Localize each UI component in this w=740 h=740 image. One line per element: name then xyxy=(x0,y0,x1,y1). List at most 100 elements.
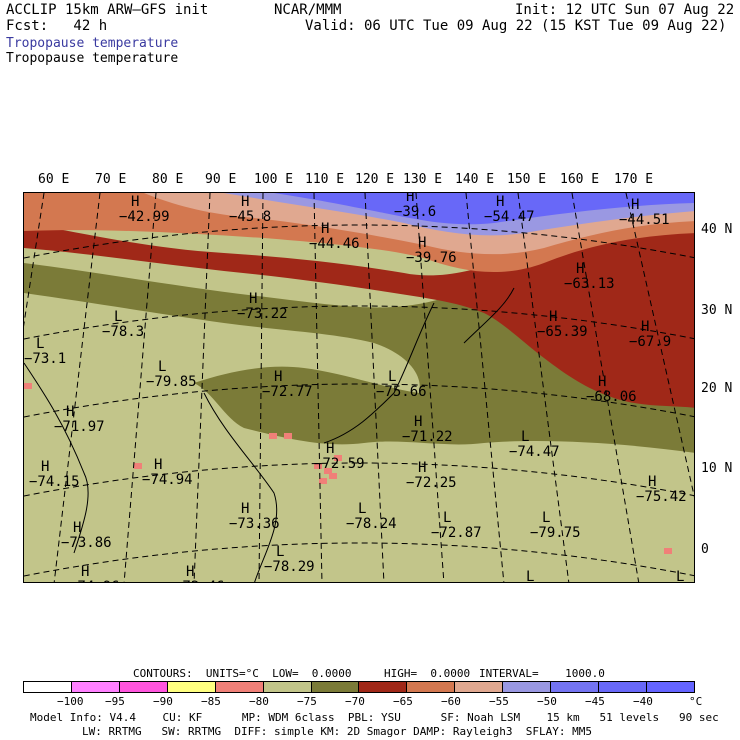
legend-tick-label: −85 xyxy=(201,695,221,708)
low-marker: L−70 xyxy=(676,569,684,582)
meridian-line xyxy=(517,193,570,582)
legend-tick-label: −45 xyxy=(585,695,605,708)
marker-value: −78.29 xyxy=(264,559,315,575)
legend-swatch xyxy=(215,682,264,692)
marker-letter: H xyxy=(576,261,584,277)
marker-letter: L xyxy=(521,429,529,445)
low-marker: L−78.3 xyxy=(102,309,144,340)
longitude-label: 130 E xyxy=(403,172,443,187)
longitude-label: 170 E xyxy=(614,172,654,187)
marker-value: −44.51 xyxy=(619,212,670,228)
marker-letter: H xyxy=(41,459,49,475)
high-marker: H−39.6 xyxy=(394,193,436,220)
marker-letter: L xyxy=(358,501,366,517)
marker-value: −72.59 xyxy=(314,456,365,472)
marker-value: −78.24 xyxy=(346,516,397,532)
marker-value: −54.47 xyxy=(484,209,535,225)
meridian-line xyxy=(53,193,101,582)
marker-value: −75.42 xyxy=(636,489,687,505)
longitude-label: 120 E xyxy=(355,172,395,187)
valid-time: Valid: 06 UTC Tue 09 Aug 22 (15 KST Tue … xyxy=(305,18,727,34)
marker-letter: H xyxy=(73,520,81,536)
high-marker: H−65.39 xyxy=(537,309,588,340)
legend-tick-label: −60 xyxy=(441,695,461,708)
legend-tick-label: −65 xyxy=(393,695,413,708)
marker-value: −72.87 xyxy=(431,525,482,541)
speckle xyxy=(269,433,277,439)
high-marker: H−71.97 xyxy=(54,404,105,435)
longitude-label: 140 E xyxy=(455,172,495,187)
high-marker: H−74.15 xyxy=(29,459,80,490)
meridian-line xyxy=(465,193,505,582)
marker-letter: H xyxy=(414,414,422,430)
map-svg: H−42.99H−45.8H−39.6H−54.47H−44.51H−44.46… xyxy=(24,193,694,583)
meridian-line xyxy=(123,193,157,582)
legend-swatch xyxy=(503,682,552,692)
legend-tick-label: −95 xyxy=(105,695,125,708)
marker-letter: L xyxy=(114,309,122,325)
coastline-indochina xyxy=(203,392,278,582)
legend-swatch xyxy=(455,682,504,692)
speckle xyxy=(24,383,32,389)
longitude-label: 110 E xyxy=(305,172,345,187)
marker-letter: L xyxy=(276,544,284,560)
high-marker: H−73.86 xyxy=(61,520,112,551)
speckle xyxy=(324,468,332,474)
high-marker: H−75.42 xyxy=(636,474,687,505)
marker-letter: H xyxy=(241,501,249,517)
low-marker: L−78.24 xyxy=(346,501,397,532)
marker-letter: L xyxy=(36,336,44,352)
speckle xyxy=(329,473,337,479)
speckle xyxy=(319,478,327,484)
meridian-line xyxy=(364,193,385,582)
marker-letter: L xyxy=(526,569,534,583)
legend-tick-label: −70 xyxy=(345,695,365,708)
marker-letter: H xyxy=(154,457,162,473)
map-panel: H −42.99 H −45.8 H −39.6 H −54.47 H −44.51 H −44.46… xyxy=(23,192,695,583)
marker-letter: H xyxy=(496,194,504,210)
marker-value: −72.25 xyxy=(406,475,457,491)
graticule-meridians xyxy=(24,193,694,582)
marker-letter: H xyxy=(186,564,194,580)
field-area-light xyxy=(24,293,420,393)
legend-swatch xyxy=(551,682,600,692)
high-marker: H−72.25 xyxy=(406,460,457,491)
marker-value: −65.39 xyxy=(537,324,588,340)
marker-letter: H xyxy=(131,194,139,210)
marker-letter: L xyxy=(388,369,396,385)
legend-swatch xyxy=(71,682,120,692)
marker-value: −67.9 xyxy=(629,334,671,350)
forecast-hour: Fcst: 42 h xyxy=(6,18,108,34)
low-marker: L−72.87 xyxy=(431,510,482,541)
marker-letter: L xyxy=(158,359,166,375)
legend-swatch xyxy=(24,682,72,692)
marker-value: −63.13 xyxy=(564,276,615,292)
meridian-line xyxy=(24,193,45,327)
legend-swatch xyxy=(311,682,360,692)
longitude-label: 60 E xyxy=(38,172,70,187)
low-marker: L−73.1 xyxy=(24,336,66,367)
high-marker: H−45.8 xyxy=(229,194,271,225)
speckle xyxy=(334,455,342,461)
coastline-japan xyxy=(463,287,515,344)
latitude-label: 0 xyxy=(701,542,709,557)
speckle xyxy=(314,463,322,469)
low-marker: L−75.66 xyxy=(376,369,427,400)
high-marker: H−68.06 xyxy=(586,374,637,405)
legend-tick-label: −80 xyxy=(249,695,269,708)
contour-units: CONTOURS: UNITS=°C LOW= 0.0000 xyxy=(133,667,352,680)
marker-value: −73.1 xyxy=(24,351,66,367)
marker-value: −79.75 xyxy=(530,525,581,541)
marker-letter: H xyxy=(418,235,426,251)
marker-letter: L xyxy=(443,510,451,526)
marker-value: −39.6 xyxy=(394,204,436,220)
coastline-asia xyxy=(24,362,89,554)
low-marker: L−79.85 xyxy=(146,359,197,390)
field-band-darkred xyxy=(24,223,694,408)
marker-value: −44.46 xyxy=(309,236,360,252)
longitude-label: 70 E xyxy=(95,172,127,187)
high-marker: H−63.13 xyxy=(564,261,615,292)
marker-value: −42.99 xyxy=(119,209,170,225)
model-info-line2: LW: RRTMG SW: RRTMG DIFF: simple KM: 2D … xyxy=(82,725,592,738)
marker-letter: H xyxy=(406,193,414,205)
